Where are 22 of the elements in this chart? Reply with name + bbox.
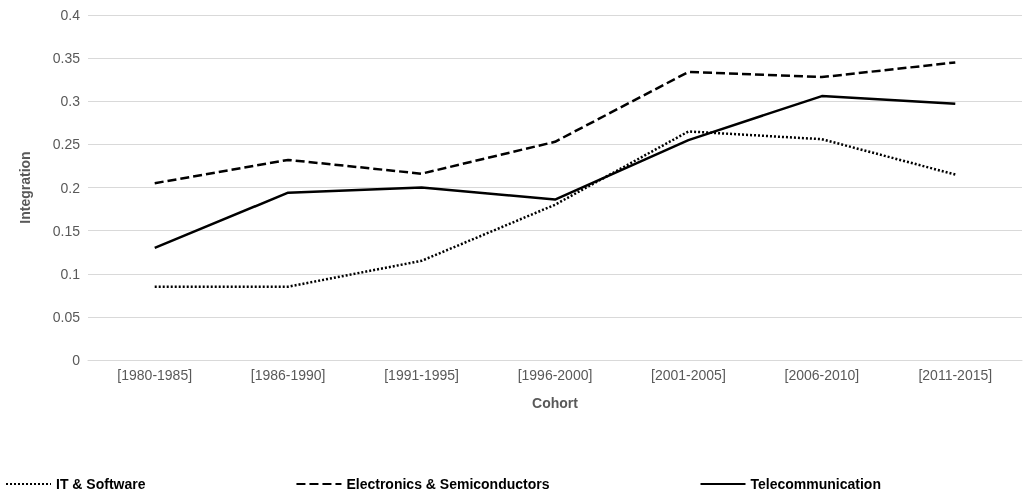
y-axis-title: Integration	[17, 151, 33, 224]
x-tick-label: [2001-2005]	[651, 367, 726, 383]
legend-label: Electronics & Semiconductors	[346, 476, 550, 492]
legend-label: Telecommunication	[750, 476, 881, 492]
x-tick-label: [1991-1995]	[384, 367, 459, 383]
x-tick-label: [1980-1985]	[117, 367, 193, 383]
x-tick-label: [2011-2015]	[918, 367, 993, 383]
x-tick-label: [2006-2010]	[784, 367, 860, 383]
y-tick-label: 0.4	[60, 7, 81, 23]
y-tick-label: 0.35	[52, 50, 81, 67]
x-tick-label: [1996-2000]	[517, 367, 593, 383]
legend-label: IT & Software	[56, 476, 146, 492]
y-tick-label: 0.25	[52, 136, 81, 153]
y-tick-label: 0.2	[60, 179, 81, 196]
y-tick-label: 0.05	[52, 308, 81, 325]
y-tick-label: 0	[72, 352, 81, 368]
x-tick-label: [1986-1990]	[250, 367, 326, 383]
line-series	[153, 61, 957, 185]
y-tick-label: 0.15	[52, 222, 81, 239]
y-tick-label: 0.3	[60, 93, 81, 110]
x-axis-title: Cohort	[532, 395, 579, 411]
y-tick-label: 0.1	[60, 265, 81, 282]
